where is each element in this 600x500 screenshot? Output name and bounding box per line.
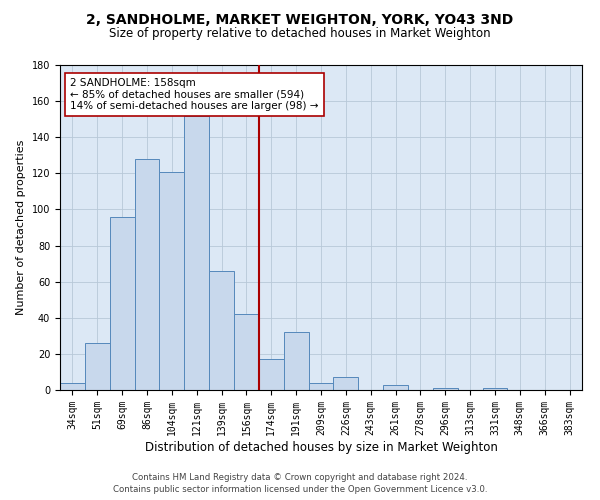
Bar [85, 343, 110, 390]
Text: 2 SANDHOLME: 158sqm
← 85% of detached houses are smaller (594)
14% of semi-detac: 2 SANDHOLME: 158sqm ← 85% of detached ho… [70, 78, 319, 111]
Bar [184, 116, 209, 390]
Bar [234, 314, 259, 390]
X-axis label: Distribution of detached houses by size in Market Weighton: Distribution of detached houses by size … [145, 440, 497, 454]
Text: Contains public sector information licensed under the Open Government Licence v3: Contains public sector information licen… [113, 485, 487, 494]
Bar [259, 360, 284, 390]
Bar [110, 216, 134, 390]
Bar [334, 378, 358, 390]
Bar [284, 332, 308, 390]
Bar [383, 384, 408, 390]
Bar [482, 388, 508, 390]
Text: Size of property relative to detached houses in Market Weighton: Size of property relative to detached ho… [109, 28, 491, 40]
Text: Contains HM Land Registry data © Crown copyright and database right 2024.: Contains HM Land Registry data © Crown c… [132, 472, 468, 482]
Text: 2, SANDHOLME, MARKET WEIGHTON, YORK, YO43 3ND: 2, SANDHOLME, MARKET WEIGHTON, YORK, YO4… [86, 12, 514, 26]
Bar [60, 383, 85, 390]
Bar [433, 388, 458, 390]
Bar [209, 271, 234, 390]
Bar [134, 159, 160, 390]
Bar [308, 383, 334, 390]
Bar [160, 172, 184, 390]
Y-axis label: Number of detached properties: Number of detached properties [16, 140, 26, 315]
